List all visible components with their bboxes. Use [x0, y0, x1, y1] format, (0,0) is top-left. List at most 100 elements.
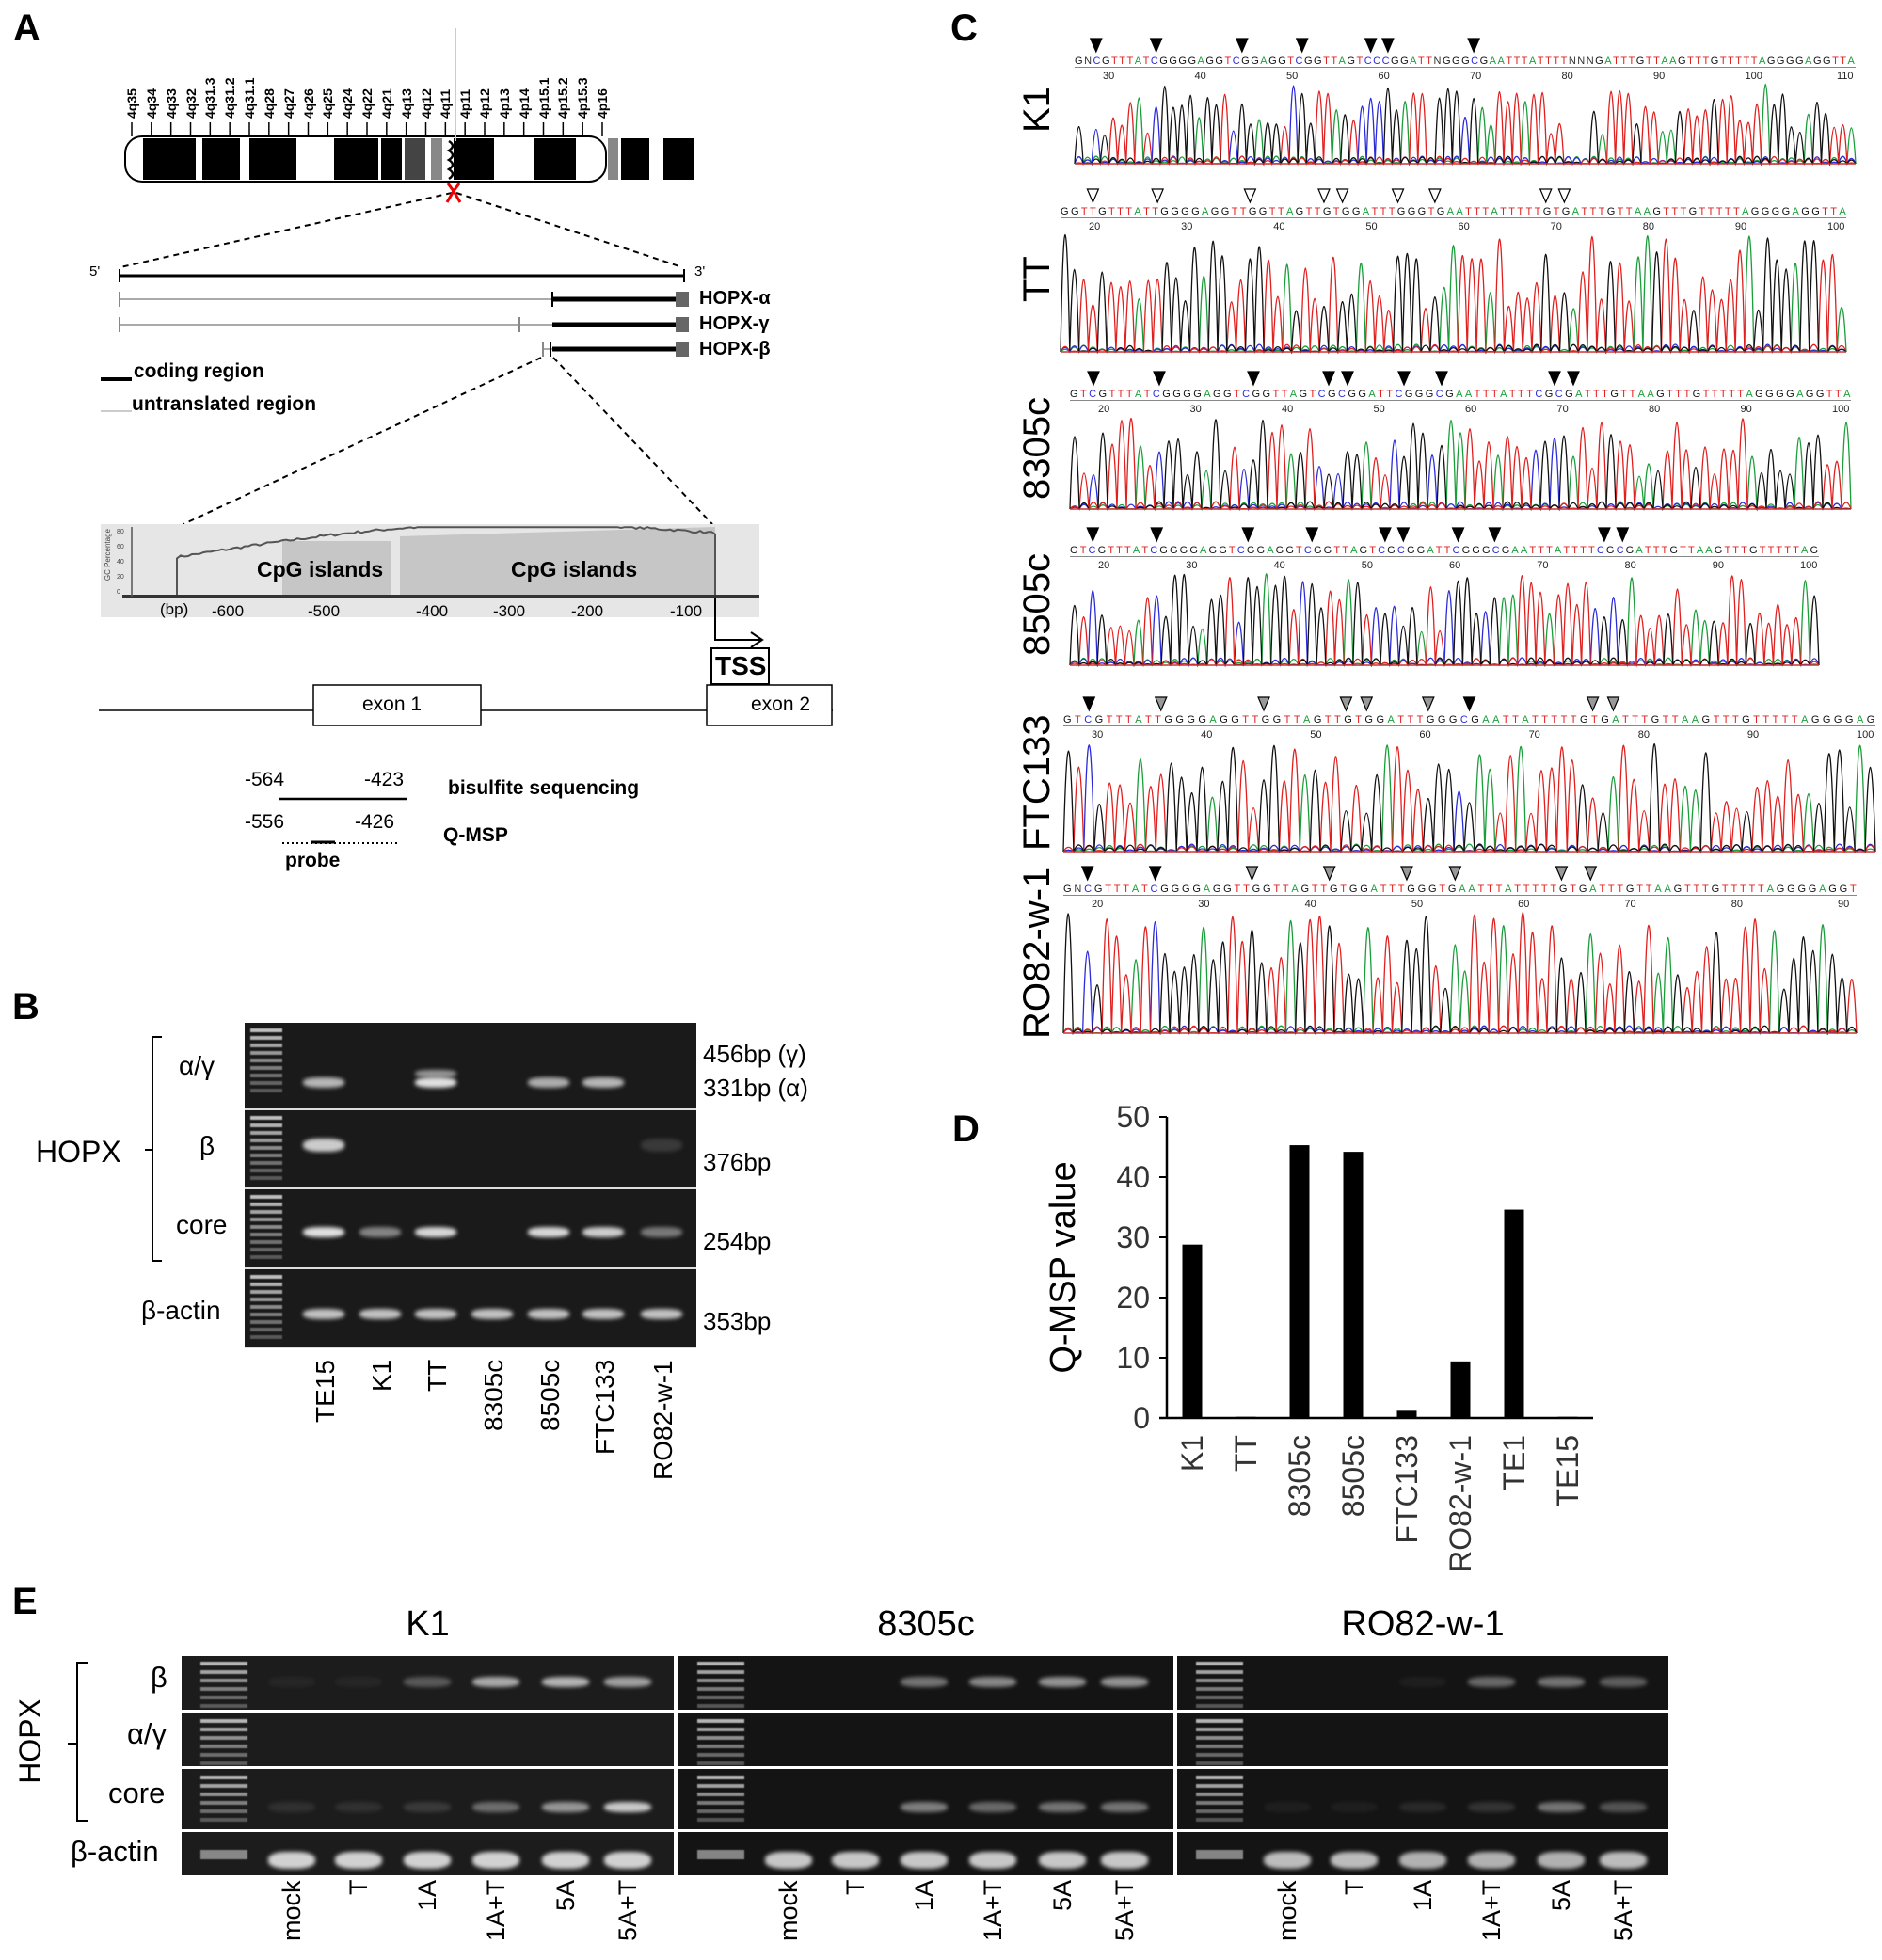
base: G	[1812, 56, 1822, 67]
base: G	[1795, 56, 1804, 67]
base: T	[1117, 389, 1124, 400]
filled-cpg-marker-icon	[1381, 38, 1395, 54]
qmsp-label: Q-MSP	[443, 824, 508, 846]
base: G	[1417, 884, 1427, 895]
filled-cpg-marker-icon	[1080, 866, 1094, 882]
gel-row	[1177, 1656, 1668, 1713]
gel-band	[1101, 1852, 1148, 1869]
base: G	[1606, 206, 1616, 217]
x-tick-label: TE1	[1497, 1435, 1531, 1490]
gel-band	[268, 1677, 315, 1687]
base: G	[1160, 206, 1169, 217]
position-tick: 30	[1181, 221, 1193, 232]
base: G	[1208, 545, 1218, 556]
cpg-ylabel: GC Percentage	[104, 529, 112, 582]
cpg-xtick: -100	[670, 602, 703, 620]
gel-band	[641, 1227, 682, 1237]
base: T	[1333, 545, 1341, 556]
position-tick: 60	[1449, 560, 1461, 571]
base: G	[1268, 56, 1277, 67]
gel-band	[765, 1852, 812, 1869]
base: G	[1187, 714, 1195, 725]
base: A	[1459, 884, 1466, 895]
ladder-band	[697, 1761, 744, 1765]
position-tick: 90	[1734, 221, 1747, 232]
base: T	[1793, 545, 1799, 556]
position-tick: 60	[1458, 221, 1470, 232]
base: A	[1520, 545, 1528, 556]
filled-cpg-marker-icon	[1396, 527, 1411, 543]
base: G	[1750, 206, 1760, 217]
base: T	[1546, 545, 1553, 556]
base: A	[1691, 714, 1699, 725]
cpg-ytick: 0	[117, 589, 120, 596]
lane-label: TT	[423, 1360, 452, 1393]
base: G	[1220, 206, 1230, 217]
gel-band	[404, 1852, 451, 1869]
gel-row	[1177, 1713, 1668, 1769]
base: G	[1400, 56, 1409, 67]
base: G	[1328, 389, 1336, 400]
x-tick-label: K1	[1175, 1435, 1209, 1472]
base: G	[1810, 714, 1820, 725]
base: T	[1273, 884, 1281, 895]
filled-cpg-marker-icon	[1089, 38, 1103, 54]
base: G	[1159, 56, 1168, 67]
base: T	[1355, 714, 1362, 725]
base: T	[1113, 884, 1121, 895]
gel-band	[969, 1852, 1016, 1869]
base: G	[1101, 56, 1110, 67]
base: G	[1171, 884, 1180, 895]
ladder-band	[1196, 1809, 1243, 1813]
position-tick: 60	[1465, 404, 1477, 415]
base: N	[1586, 56, 1594, 67]
base: G	[1652, 206, 1661, 217]
base: T	[1340, 884, 1348, 895]
gel-band	[641, 1309, 682, 1319]
gel-band	[335, 1852, 382, 1869]
cpg-ytick: 40	[117, 559, 124, 566]
x-tick-label: FTC133	[1390, 1435, 1424, 1544]
base: G	[1285, 545, 1294, 556]
filled-cpg-marker-icon	[1435, 371, 1448, 387]
base: G	[1272, 714, 1282, 725]
base: A	[1489, 56, 1496, 67]
hatched-cpg-marker-icon	[1360, 696, 1374, 712]
base: A	[1456, 206, 1463, 217]
base: G	[1710, 56, 1719, 67]
base: G	[1314, 56, 1322, 67]
base: T	[1620, 56, 1628, 67]
lane-label: T	[344, 1880, 373, 1896]
ladder-band	[697, 1662, 744, 1665]
bar-RO82-w-1	[1450, 1361, 1471, 1418]
base: T	[1571, 545, 1578, 556]
ladder-band	[250, 1089, 282, 1092]
bar-8505c	[1343, 1152, 1364, 1418]
base: T	[1826, 389, 1833, 400]
base: T	[1517, 206, 1524, 217]
open-cpg-marker-icon	[1539, 188, 1553, 204]
base: T	[1722, 714, 1730, 725]
position-tick: 40	[1201, 729, 1213, 741]
trace-T	[1069, 418, 1852, 512]
trace-T	[1060, 236, 1847, 355]
position-tick: 50	[1411, 899, 1424, 910]
ladder-band	[250, 1161, 282, 1165]
base: G	[1075, 56, 1083, 67]
base: T	[1124, 545, 1131, 556]
base: T	[1508, 206, 1515, 217]
base: A	[1529, 56, 1537, 67]
base: G	[1097, 545, 1107, 556]
base: T	[1521, 56, 1528, 67]
base: C	[1471, 56, 1479, 67]
base: T	[1683, 884, 1691, 895]
ladder-band	[250, 1248, 282, 1251]
position-tick: 100	[1827, 221, 1845, 232]
base: A	[1612, 714, 1619, 725]
base: T	[1268, 206, 1276, 217]
gel-band	[1331, 1852, 1378, 1869]
base: T	[1719, 389, 1727, 400]
lane-label: 1A+T	[979, 1880, 1007, 1942]
base: T	[1834, 389, 1842, 400]
